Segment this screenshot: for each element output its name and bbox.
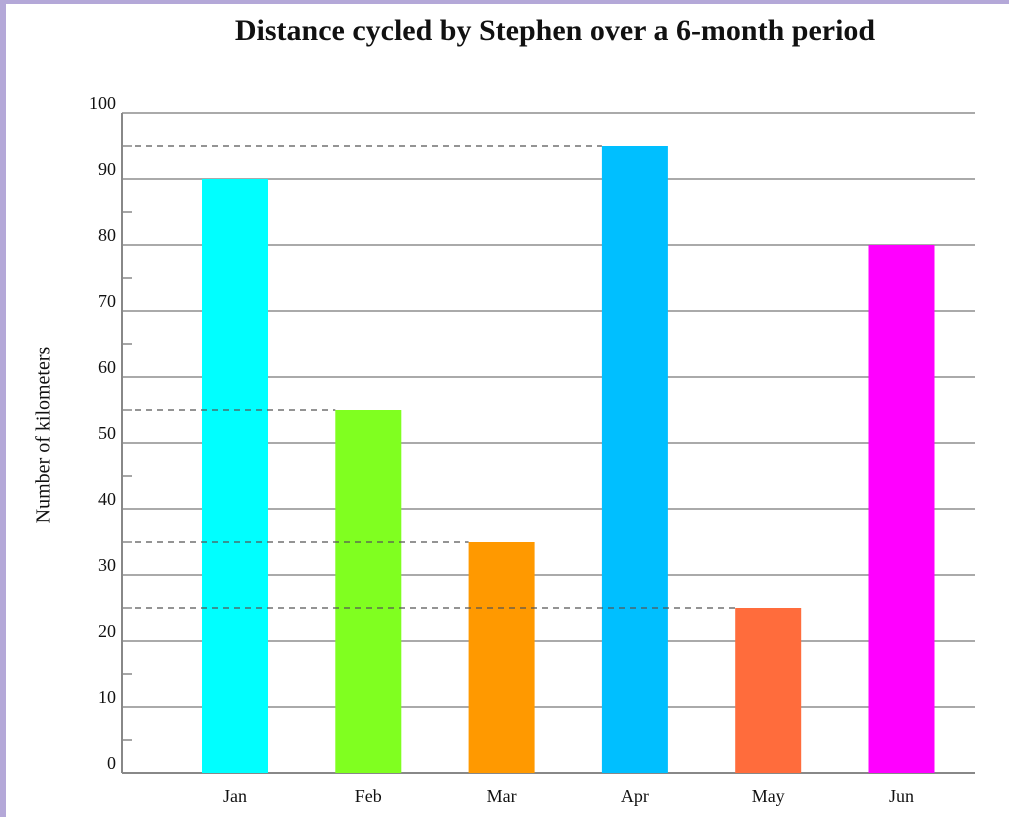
- x-tick-label: Jan: [223, 786, 247, 806]
- chart-title: Distance cycled by Stephen over a 6-mont…: [235, 14, 876, 47]
- y-tick-label: 100: [89, 93, 116, 113]
- bar: [868, 245, 935, 773]
- x-tick-label: Jun: [889, 786, 914, 806]
- x-tick-label: Apr: [621, 786, 649, 806]
- y-tick-label: 40: [98, 489, 116, 509]
- bar: [202, 179, 268, 773]
- bar: [601, 146, 668, 773]
- y-tick-label: 30: [98, 555, 116, 575]
- y-tick-label: 10: [98, 687, 116, 707]
- y-axis-label: Number of kilometers: [33, 346, 55, 523]
- bar: [468, 542, 535, 773]
- y-tick-label: 0: [107, 753, 116, 773]
- bar: [335, 410, 402, 773]
- y-tick-label: 50: [98, 423, 116, 443]
- x-tick-label: Mar: [487, 786, 517, 806]
- y-tick-label: 90: [98, 159, 116, 179]
- y-tick-label: 20: [98, 621, 116, 641]
- x-tick-label: Feb: [355, 786, 382, 806]
- y-tick-label: 70: [98, 291, 116, 311]
- bar: [735, 608, 802, 773]
- x-tick-label: May: [752, 786, 785, 806]
- y-tick-label: 80: [98, 225, 116, 245]
- y-tick-label: 60: [98, 357, 116, 377]
